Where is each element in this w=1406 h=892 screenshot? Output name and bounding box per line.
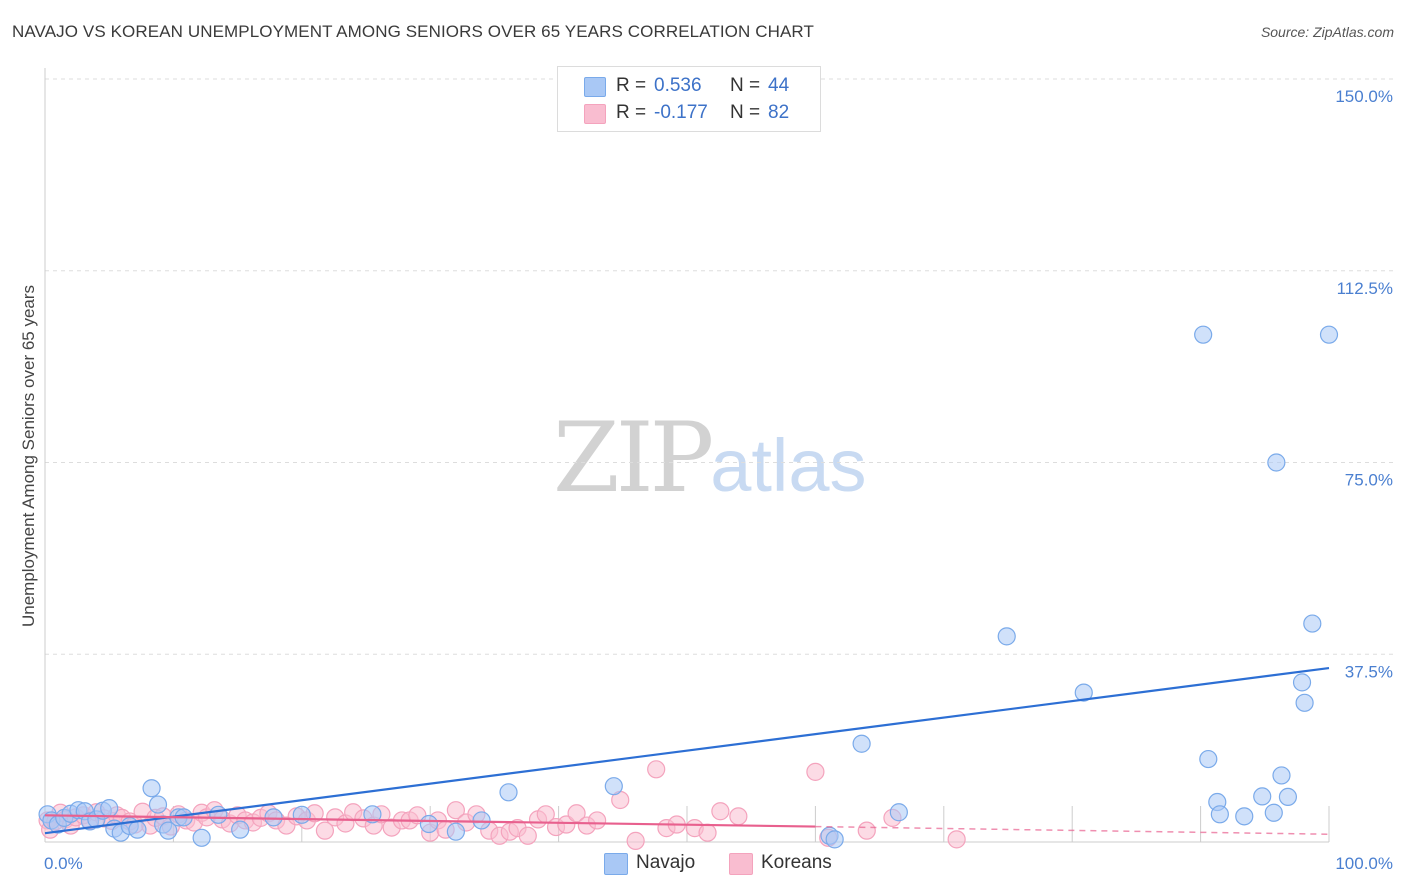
data-point-navajo bbox=[1295, 693, 1314, 712]
data-point-navajo bbox=[472, 811, 491, 830]
legend-r-label: R = bbox=[616, 75, 647, 96]
data-point-navajo bbox=[604, 777, 623, 796]
data-point-koreans bbox=[518, 826, 537, 845]
chart-title: NAVAJO VS KOREAN UNEMPLOYMENT AMONG SENI… bbox=[12, 22, 814, 41]
data-point-koreans bbox=[947, 830, 966, 849]
axis-layer bbox=[44, 68, 1330, 843]
data-point-navajo bbox=[100, 799, 119, 818]
watermark-atlas: atlas bbox=[710, 424, 867, 507]
data-point-koreans bbox=[647, 760, 666, 779]
series-swatch-koreans bbox=[729, 853, 753, 875]
data-point-navajo bbox=[159, 821, 178, 840]
series-label-koreans: Koreans bbox=[761, 852, 832, 873]
data-point-navajo bbox=[128, 820, 147, 839]
data-point-navajo bbox=[997, 627, 1016, 646]
watermark-zip: ZIP bbox=[553, 402, 714, 514]
data-point-koreans bbox=[857, 821, 876, 840]
y-axis-title: Unemployment Among Seniors over 65 years bbox=[19, 285, 38, 627]
data-point-navajo bbox=[889, 803, 908, 822]
data-point-navajo bbox=[1272, 766, 1291, 785]
trend-layer bbox=[44, 666, 1330, 835]
series-layer bbox=[38, 325, 1339, 850]
legend-r-value: -0.177 bbox=[654, 102, 708, 123]
data-point-navajo bbox=[852, 734, 871, 753]
legend-n-label: N = bbox=[730, 75, 761, 96]
data-point-navajo bbox=[825, 830, 844, 849]
label-layer: 37.5% 75.0% 112.5% 150.0% 0.0% 100.0% Unemploy… bbox=[19, 87, 1393, 873]
y-tick-label: 150.0% bbox=[1335, 87, 1393, 106]
data-point-navajo bbox=[363, 805, 382, 824]
data-point-koreans bbox=[729, 807, 748, 826]
x-tick-label: 100.0% bbox=[1335, 854, 1393, 873]
data-point-koreans bbox=[806, 762, 825, 781]
data-point-navajo bbox=[1199, 749, 1218, 769]
data-point-navajo bbox=[264, 808, 283, 827]
data-point-navajo bbox=[419, 814, 439, 834]
data-point-navajo bbox=[1074, 683, 1093, 702]
series-navajo bbox=[38, 325, 1339, 849]
data-point-navajo bbox=[192, 828, 211, 847]
data-point-navajo bbox=[1253, 787, 1272, 806]
legend-n-value: 44 bbox=[768, 75, 790, 96]
data-point-navajo bbox=[1303, 614, 1322, 633]
legend-swatch-navajo bbox=[584, 77, 606, 97]
data-point-navajo bbox=[209, 805, 228, 824]
data-point-navajo bbox=[446, 822, 465, 841]
data-point-navajo bbox=[499, 783, 518, 802]
series-label-navajo: Navajo bbox=[636, 852, 696, 873]
legend-n-label: N = bbox=[730, 102, 761, 123]
x-tick-label: 0.0% bbox=[44, 854, 83, 873]
data-point-navajo bbox=[148, 795, 168, 814]
data-point-koreans bbox=[446, 801, 465, 820]
correlation-legend: R = 0.536 N = 44 R = -0.177 N = 82 bbox=[557, 66, 821, 132]
trend-line-navajo bbox=[44, 666, 1330, 835]
data-point-koreans bbox=[315, 821, 335, 840]
legend-swatch-koreans bbox=[584, 104, 606, 124]
trend-line-koreans bbox=[44, 814, 816, 828]
legend-r-value: 0.536 bbox=[654, 75, 702, 96]
data-point-koreans bbox=[711, 802, 730, 821]
data-point-navajo bbox=[142, 779, 161, 798]
data-point-navajo bbox=[1264, 803, 1283, 822]
y-tick-label: 37.5% bbox=[1345, 662, 1393, 681]
data-point-navajo bbox=[1210, 805, 1229, 824]
data-point-navajo bbox=[231, 820, 250, 839]
data-point-koreans bbox=[567, 804, 586, 823]
data-point-navajo bbox=[292, 805, 311, 824]
data-point-navajo bbox=[1194, 325, 1213, 344]
data-point-navajo bbox=[1267, 453, 1286, 472]
watermark: ZIPatlas bbox=[553, 402, 867, 514]
data-point-navajo bbox=[1292, 673, 1312, 692]
y-tick-label: 75.0% bbox=[1345, 471, 1393, 490]
data-point-koreans bbox=[557, 815, 576, 834]
grid-layer bbox=[45, 78, 1395, 655]
series-swatch-navajo bbox=[604, 853, 628, 875]
legend-r-label: R = bbox=[616, 102, 647, 123]
data-point-navajo bbox=[1235, 807, 1254, 826]
data-point-koreans bbox=[588, 811, 607, 830]
legend-n-value: 82 bbox=[768, 102, 790, 123]
data-point-koreans bbox=[626, 831, 645, 850]
data-point-navajo bbox=[1278, 787, 1298, 807]
data-point-navajo bbox=[1319, 325, 1339, 344]
data-point-koreans bbox=[698, 823, 717, 842]
y-tick-label: 112.5% bbox=[1337, 279, 1393, 298]
source-attribution: Source: ZipAtlas.com bbox=[1260, 24, 1394, 40]
trend-line-koreans-extrapolated bbox=[815, 825, 1330, 835]
series-legend: Navajo Koreans bbox=[0, 852, 1406, 878]
